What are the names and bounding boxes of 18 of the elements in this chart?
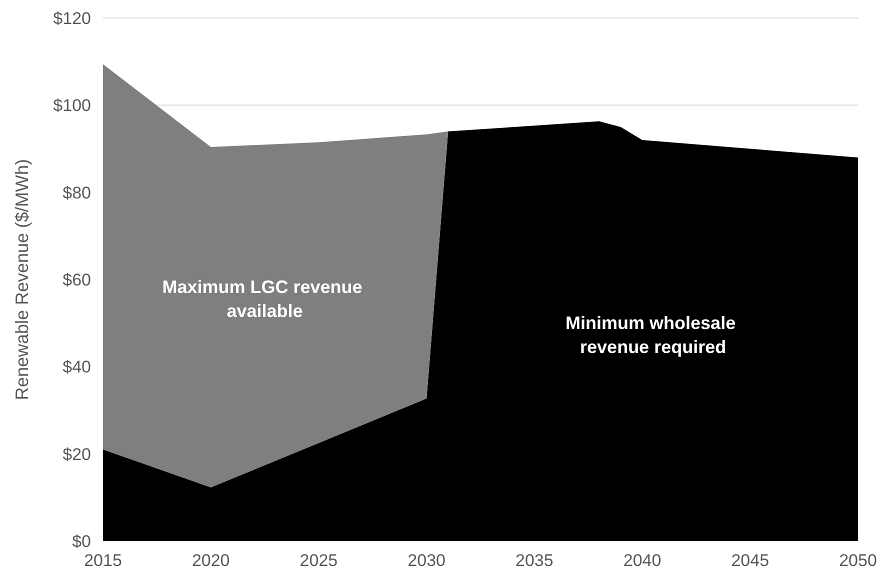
x-tick-label: 2050: [839, 551, 877, 570]
y-tick-label: $100: [53, 96, 91, 116]
y-axis-title: Renewable Revenue ($/MWh): [12, 158, 32, 400]
y-tick-label: $0: [72, 532, 91, 551]
x-tick-label: 2025: [300, 551, 338, 570]
series-label: Minimum wholesale revenue required: [566, 312, 741, 357]
x-tick-label: 2035: [516, 551, 554, 570]
x-tick-label: 2040: [623, 551, 662, 570]
x-tick-label: 2045: [731, 551, 770, 570]
x-tick-label: 2015: [84, 551, 122, 570]
x-tick-label: 2020: [192, 551, 230, 570]
y-tick-label: $20: [62, 444, 91, 464]
y-tick-label: $120: [53, 8, 91, 28]
x-tick-label: 2030: [408, 551, 446, 570]
y-tick-label: $40: [62, 358, 91, 377]
y-tick-label: $80: [62, 183, 91, 202]
y-tick-label: $60: [62, 270, 91, 290]
series-label: Maximum LGC revenue available: [162, 276, 368, 321]
